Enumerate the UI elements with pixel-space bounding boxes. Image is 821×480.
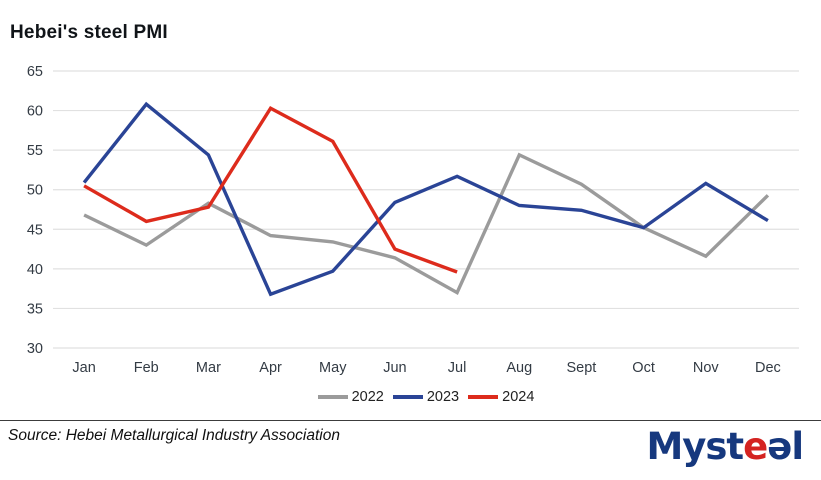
- legend-label: 2022: [351, 389, 384, 405]
- source-text: Source: Hebei Metallurgical Industry Ass…: [8, 427, 340, 444]
- y-tick-label: 55: [27, 143, 43, 159]
- y-tick-label: 40: [27, 262, 43, 278]
- x-tick-label: Nov: [693, 360, 720, 376]
- y-tick-label: 50: [27, 183, 43, 199]
- legend-label: 2023: [426, 389, 460, 405]
- series-line-2022: [83, 152, 770, 295]
- x-tick-label: Feb: [134, 360, 159, 376]
- legend-item-2022: 2022: [317, 389, 384, 405]
- x-tick-label: Mar: [196, 360, 221, 376]
- x-tick-label: May: [319, 360, 347, 376]
- logo-text-red: e: [743, 425, 768, 468]
- legend-swatch-2022: [317, 395, 348, 399]
- legend-swatch-2023: [392, 395, 423, 399]
- x-tick-label: Apr: [259, 360, 282, 376]
- x-tick-label: Sept: [566, 360, 596, 376]
- legend-item-2023: 2023: [392, 389, 460, 405]
- x-tick-label: Dec: [755, 360, 781, 376]
- x-tick-label: Jul: [448, 360, 467, 376]
- y-tick-label: 45: [27, 222, 43, 238]
- mysteel-logo: Mysteəl: [646, 425, 804, 468]
- line-chart: 30 35 40 45 50 55 60 65 Jan Feb Mar Apr May Jun Jul Aug…: [27, 64, 799, 376]
- legend-swatch-2024: [468, 395, 499, 399]
- chart-title: Hebei's steel PMI: [10, 22, 168, 43]
- y-tick-label: 65: [27, 64, 43, 80]
- y-tick-label: 60: [27, 104, 43, 120]
- legend-label: 2024: [502, 389, 535, 405]
- chart-legend: 2022 2023 2024: [53, 388, 799, 406]
- legend-item-2024: 2024: [468, 389, 534, 405]
- x-tick-label: Aug: [506, 360, 532, 376]
- footer-divider: [0, 420, 821, 421]
- y-tick-label: 35: [27, 301, 43, 317]
- series-line-2023: [82, 101, 769, 297]
- series-line-2024: [83, 105, 458, 274]
- x-tick-label: Jun: [383, 360, 406, 376]
- y-tick-label: 30: [27, 341, 43, 357]
- x-tick-label: Jan: [72, 360, 95, 376]
- logo-text-blue-2: əl: [767, 425, 804, 468]
- logo-text-blue-1: Myst: [646, 425, 744, 468]
- x-tick-label: Oct: [632, 360, 655, 376]
